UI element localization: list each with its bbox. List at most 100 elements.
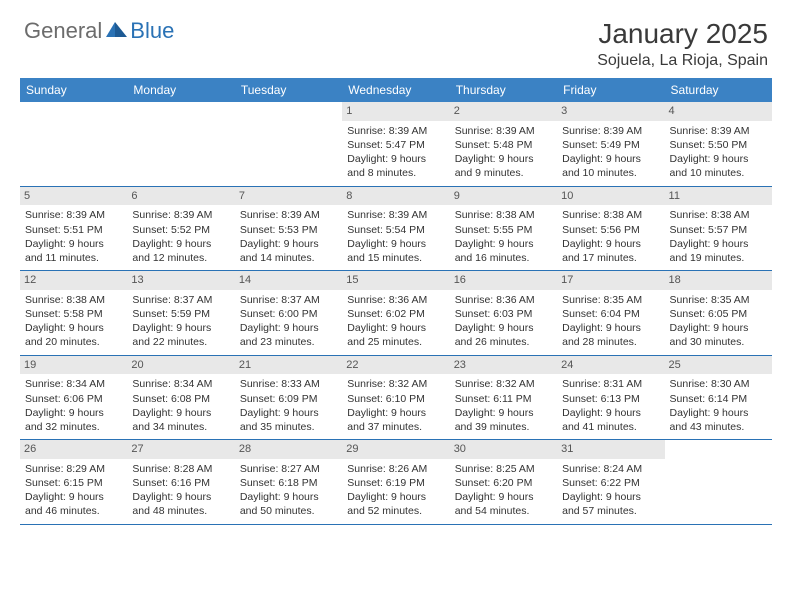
sunrise-text: Sunrise: 8:39 AM [132,208,229,222]
title-block: January 2025 Sojuela, La Rioja, Spain [597,18,768,70]
daylight-text: and 28 minutes. [562,335,659,349]
day-cell: 2Sunrise: 8:39 AMSunset: 5:48 PMDaylight… [450,102,557,186]
sunrise-text: Sunrise: 8:26 AM [347,462,444,476]
day-number: 13 [127,271,234,290]
day-number: 3 [557,102,664,121]
day-cell: 21Sunrise: 8:33 AMSunset: 6:09 PMDayligh… [235,356,342,440]
day-cell: 5Sunrise: 8:39 AMSunset: 5:51 PMDaylight… [20,187,127,271]
day-number: 15 [342,271,449,290]
daylight-text: Daylight: 9 hours [240,237,337,251]
daylight-text: and 32 minutes. [25,420,122,434]
week-row: 26Sunrise: 8:29 AMSunset: 6:15 PMDayligh… [20,440,772,525]
day-number: 26 [20,440,127,459]
header: General Blue January 2025 Sojuela, La Ri… [0,0,792,78]
day-cell: 18Sunrise: 8:35 AMSunset: 6:05 PMDayligh… [665,271,772,355]
daylight-text: and 41 minutes. [562,420,659,434]
sunrise-text: Sunrise: 8:35 AM [562,293,659,307]
daylight-text: and 22 minutes. [132,335,229,349]
daylight-text: Daylight: 9 hours [562,406,659,420]
sunrise-text: Sunrise: 8:39 AM [347,124,444,138]
sunset-text: Sunset: 5:47 PM [347,138,444,152]
day-cell: 29 Sunrise: 8:26 AMSunset: 6:19 PMDayligh… [342,440,449,524]
daylight-text: and 17 minutes. [562,251,659,265]
day-header: Tuesday [235,78,342,102]
sunrise-text: Sunrise: 8:34 AM [25,377,122,391]
day-header: Friday [557,78,664,102]
day-cell: 9Sunrise: 8:38 AMSunset: 5:55 PMDaylight… [450,187,557,271]
sunrise-text: Sunrise: 8:36 AM [347,293,444,307]
daylight-text: and 26 minutes. [455,335,552,349]
daylight-text: and 43 minutes. [670,420,767,434]
daylight-text: and 35 minutes. [240,420,337,434]
sunset-text: Sunset: 6:14 PM [670,392,767,406]
day-number: 23 [450,356,557,375]
daylight-text: and 46 minutes. [25,504,122,518]
sunset-text: Sunset: 5:53 PM [240,223,337,237]
daylight-text: and 9 minutes. [455,166,552,180]
daylight-text: and 12 minutes. [132,251,229,265]
sunset-text: Sunset: 6:19 PM [347,476,444,490]
daylight-text: Daylight: 9 hours [132,490,229,504]
day-number: 1 [342,102,449,121]
daylight-text: Daylight: 9 hours [240,406,337,420]
day-number: 29 [342,440,449,459]
sunrise-text: Sunrise: 8:39 AM [347,208,444,222]
sunset-text: Sunset: 6:04 PM [562,307,659,321]
daylight-text: Daylight: 9 hours [132,321,229,335]
daylight-text: Daylight: 9 hours [240,490,337,504]
daylight-text: Daylight: 9 hours [670,237,767,251]
sunrise-text: Sunrise: 8:39 AM [562,124,659,138]
page-subtitle: Sojuela, La Rioja, Spain [597,52,768,70]
day-cell: 4Sunrise: 8:39 AMSunset: 5:50 PMDaylight… [665,102,772,186]
daylight-text: and 25 minutes. [347,335,444,349]
day-number: 24 [557,356,664,375]
sunset-text: Sunset: 6:13 PM [562,392,659,406]
logo-text-general: General [24,18,102,44]
logo-text-blue: Blue [130,18,174,44]
day-cell: 26Sunrise: 8:29 AMSunset: 6:15 PMDayligh… [20,440,127,524]
day-header: Monday [127,78,234,102]
day-header: Thursday [450,78,557,102]
sunrise-text: Sunrise: 8:37 AM [132,293,229,307]
sunset-text: Sunset: 6:16 PM [132,476,229,490]
sunrise-text: Sunrise: 8:32 AM [455,377,552,391]
day-cell: 12Sunrise: 8:38 AMSunset: 5:58 PMDayligh… [20,271,127,355]
sunset-text: Sunset: 6:10 PM [347,392,444,406]
sunset-text: Sunset: 6:18 PM [240,476,337,490]
daylight-text: Daylight: 9 hours [25,406,122,420]
day-cell: 14Sunrise: 8:37 AMSunset: 6:00 PMDayligh… [235,271,342,355]
week-row: 19Sunrise: 8:34 AMSunset: 6:06 PMDayligh… [20,356,772,441]
day-cell: 8Sunrise: 8:39 AMSunset: 5:54 PMDaylight… [342,187,449,271]
day-cell: 19Sunrise: 8:34 AMSunset: 6:06 PMDayligh… [20,356,127,440]
sunset-text: Sunset: 6:02 PM [347,307,444,321]
daylight-text: Daylight: 9 hours [562,237,659,251]
empty-cell [127,102,234,186]
sunrise-text: Sunrise: 8:39 AM [670,124,767,138]
page-title: January 2025 [597,18,768,50]
sunset-text: Sunset: 5:56 PM [562,223,659,237]
daylight-text: and 23 minutes. [240,335,337,349]
week-row: 12Sunrise: 8:38 AMSunset: 5:58 PMDayligh… [20,271,772,356]
sunset-text: Sunset: 6:20 PM [455,476,552,490]
day-cell: 15Sunrise: 8:36 AMSunset: 6:02 PMDayligh… [342,271,449,355]
daylight-text: Daylight: 9 hours [455,406,552,420]
day-number: 30 [450,440,557,459]
daylight-text: and 15 minutes. [347,251,444,265]
daylight-text: and 20 minutes. [25,335,122,349]
day-cell: 30Sunrise: 8:25 AMSunset: 6:20 PMDayligh… [450,440,557,524]
sunrise-text: Sunrise: 8:39 AM [455,124,552,138]
day-number: 10 [557,187,664,206]
day-cell: 28Sunrise: 8:27 AMSunset: 6:18 PMDayligh… [235,440,342,524]
sunset-text: Sunset: 5:57 PM [670,223,767,237]
sunset-text: Sunset: 6:22 PM [562,476,659,490]
daylight-text: Daylight: 9 hours [562,490,659,504]
empty-cell [665,440,772,524]
day-header: Wednesday [342,78,449,102]
sunset-text: Sunset: 5:48 PM [455,138,552,152]
sunrise-text: Sunrise: 8:38 AM [562,208,659,222]
daylight-text: Daylight: 9 hours [347,490,444,504]
daylight-text: and 16 minutes. [455,251,552,265]
sunrise-text: Sunrise: 8:29 AM [25,462,122,476]
daylight-text: and 30 minutes. [670,335,767,349]
day-number: 6 [127,187,234,206]
